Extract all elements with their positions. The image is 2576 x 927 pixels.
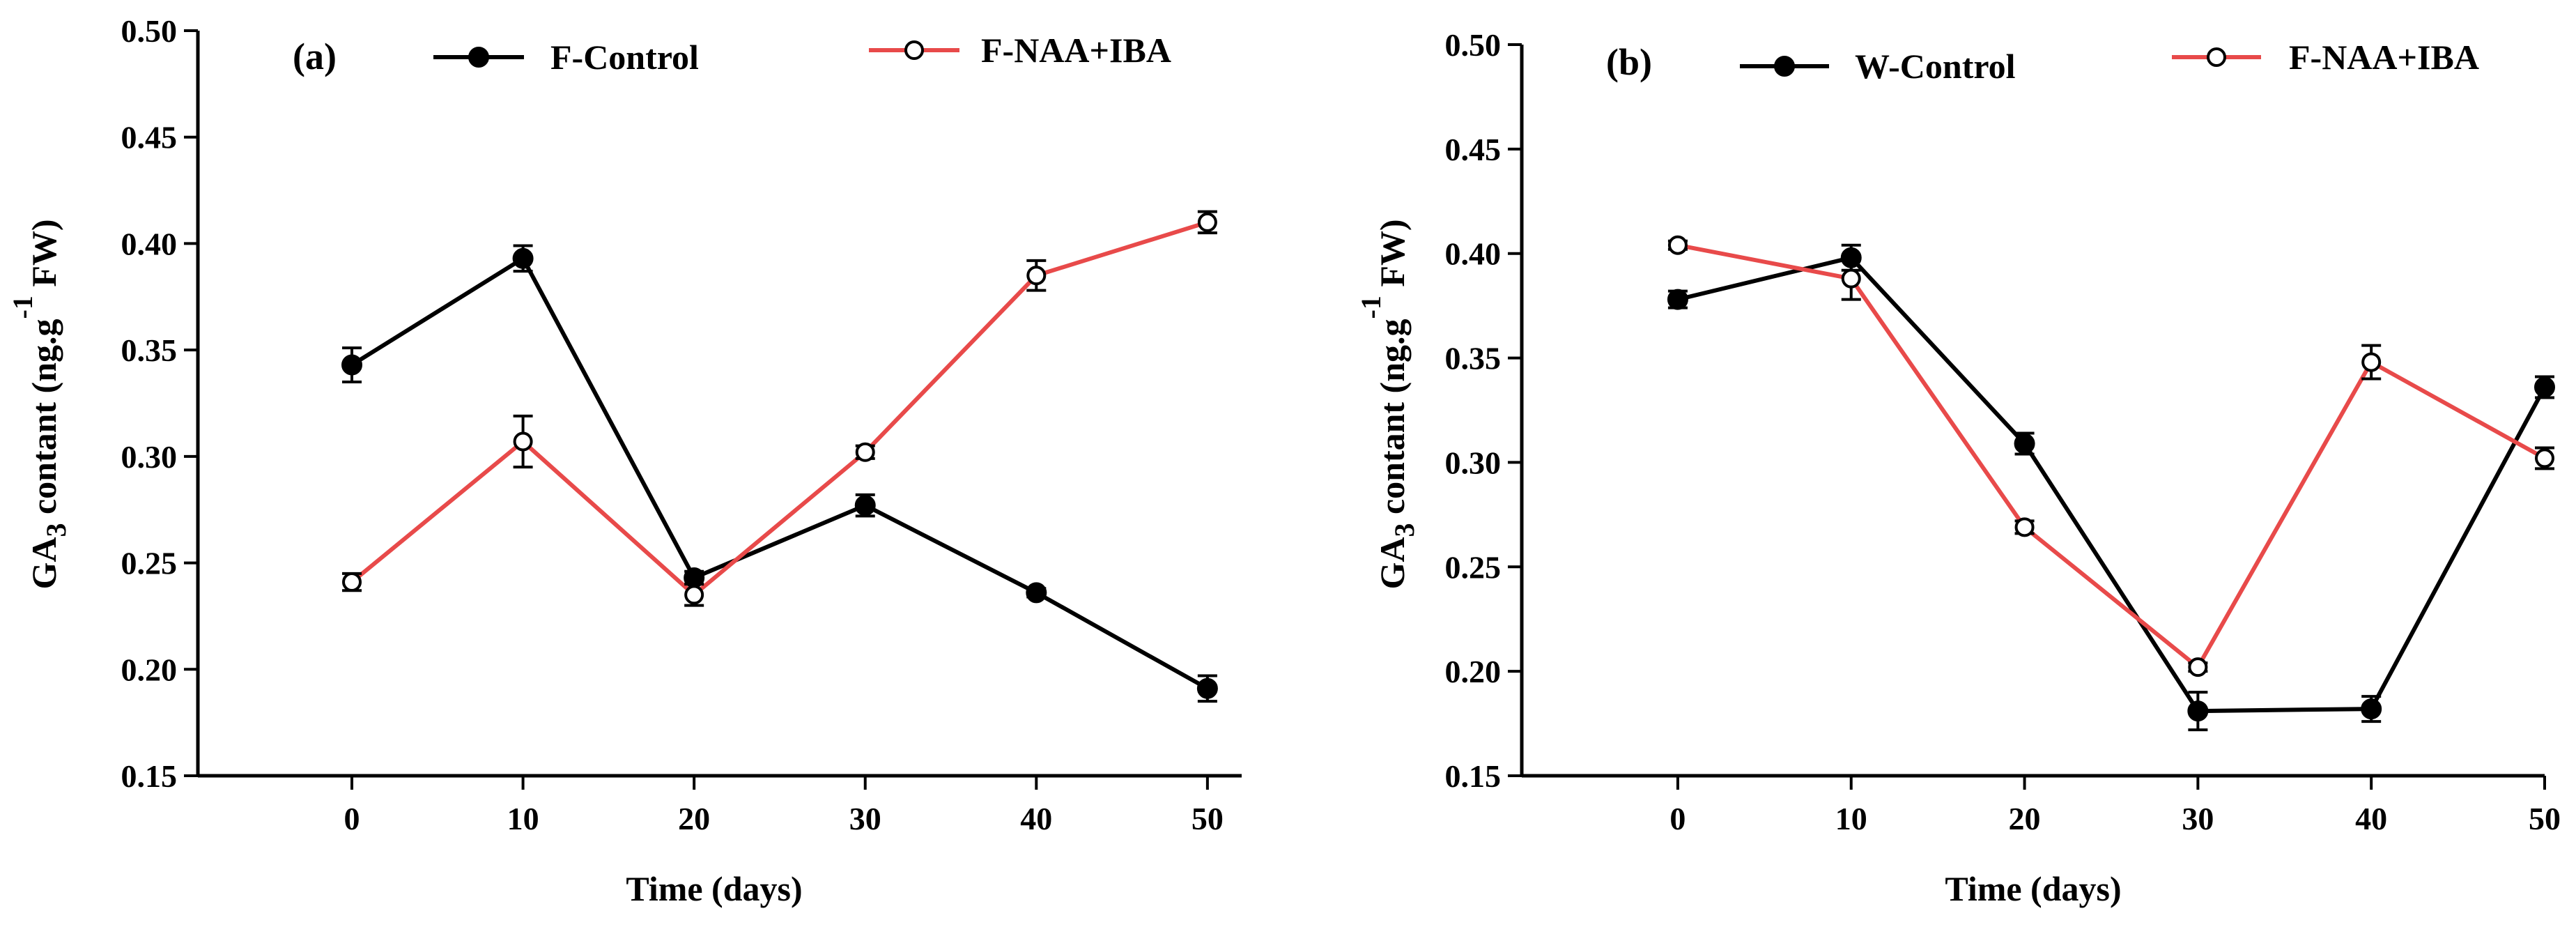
legend-label: W-Control xyxy=(1855,47,2016,86)
data-point xyxy=(342,572,362,592)
x-tick-label: 30 xyxy=(849,801,881,836)
data-point xyxy=(2014,517,2035,537)
legend-entry: W-Control xyxy=(1740,47,2016,86)
x-axis-title: Time (days) xyxy=(626,869,802,908)
series-line xyxy=(350,256,1209,691)
legend-label: F-NAA+IBA xyxy=(981,31,1171,70)
x-tick-label: 40 xyxy=(2355,801,2387,836)
data-point xyxy=(341,354,363,376)
data-point xyxy=(1667,289,1688,310)
panel-b: 0.15 0.20 0.25 0.30 0.35 0.40 0.45 0.50 0 10 20 30 4… xyxy=(1355,27,2561,908)
y-axis-title-sub: 3 xyxy=(40,523,72,537)
data-point xyxy=(2361,698,2382,720)
y-axis-title-prefix: GA xyxy=(24,537,63,590)
data-point xyxy=(1026,582,1047,604)
y-tick-label: 0.15 xyxy=(121,758,178,794)
x-tick-label: 40 xyxy=(1020,801,1052,836)
y-axis-title-sup: -1 xyxy=(1355,296,1387,319)
panel-a: 0.15 0.20 0.25 0.30 0.35 0.40 0.45 0.50 0 10 20 30 4… xyxy=(7,13,1242,908)
legend-marker xyxy=(2207,47,2226,67)
data-point xyxy=(512,247,534,269)
data-point xyxy=(1841,268,1861,289)
y-axis-title-suffix: FW) xyxy=(1373,219,1412,296)
data-point xyxy=(2188,657,2208,677)
y-tick-label: 0.25 xyxy=(1445,549,1502,585)
x-axis-title: Time (days) xyxy=(1945,869,2121,908)
data-point xyxy=(513,431,533,452)
legend-marker xyxy=(468,47,489,68)
x-tick-label: 10 xyxy=(507,801,539,836)
legend-marker xyxy=(904,40,924,60)
y-tick-label: 0.15 xyxy=(1445,758,1502,794)
series-f-naa-iba xyxy=(1667,235,2554,677)
data-point xyxy=(2187,700,2209,722)
legend-marker xyxy=(1774,56,1795,77)
legend-label: F-NAA+IBA xyxy=(2289,38,2479,77)
series-line xyxy=(350,220,1208,597)
y-tick-label: 0.35 xyxy=(121,332,178,368)
data-point xyxy=(855,442,875,462)
data-point xyxy=(684,585,704,605)
data-point xyxy=(1196,677,1218,699)
x-tick-label: 10 xyxy=(1835,801,1867,836)
series-line xyxy=(1677,255,2547,714)
y-tick-label: 0.40 xyxy=(1445,236,1502,272)
data-point xyxy=(2014,433,2035,454)
y-tick-label: 0.45 xyxy=(121,120,178,155)
y-tick-label: 0.20 xyxy=(121,652,178,687)
data-point xyxy=(1667,235,1688,255)
x-tick-label: 30 xyxy=(2182,801,2214,836)
y-axis-title-mid: contant (ng.g xyxy=(24,319,63,523)
legend-entry: F-NAA+IBA xyxy=(2172,38,2479,77)
legend-entry: F-NAA+IBA xyxy=(869,31,1171,70)
y-tick-label: 0.35 xyxy=(1445,341,1502,376)
y-tick-label: 0.45 xyxy=(1445,132,1502,167)
panel-label: (b) xyxy=(1606,41,1652,83)
x-tick-label: 50 xyxy=(2529,801,2561,836)
y-axis-title: GA3 contant (ng.g-1 FW) xyxy=(7,219,72,589)
data-point xyxy=(2534,376,2555,398)
y-tick-label: 0.25 xyxy=(121,546,178,581)
y-axis-title-sup: -1 xyxy=(7,296,38,319)
data-point xyxy=(1026,266,1047,286)
x-tick-label: 20 xyxy=(2009,801,2041,836)
y-axis-title-mid: contant (ng.g xyxy=(1373,319,1412,523)
y-tick-label: 0.30 xyxy=(1445,445,1502,480)
series-w-control xyxy=(1667,243,2555,732)
y-axis-title-prefix: GA xyxy=(1373,537,1412,590)
series-f-control xyxy=(341,244,1218,703)
data-point xyxy=(854,495,876,516)
series-f-naa-iba xyxy=(342,210,1217,607)
x-tick-label: 0 xyxy=(1669,801,1686,836)
series-line xyxy=(1677,243,2546,670)
y-axis-title-suffix: FW) xyxy=(24,219,63,296)
y-tick-label: 0.40 xyxy=(121,226,178,261)
y-axis-title: GA3 contant (ng.g-1 FW) xyxy=(1355,219,1420,589)
data-point xyxy=(2535,448,2554,468)
x-tick-label: 0 xyxy=(344,801,360,836)
data-point xyxy=(1197,212,1217,232)
data-point xyxy=(2361,352,2382,372)
x-tick-label: 20 xyxy=(678,801,710,836)
y-tick-label: 0.30 xyxy=(121,439,178,475)
legend-entry: F-Control xyxy=(433,38,699,77)
y-axis-title-sub: 3 xyxy=(1389,523,1420,537)
y-tick-label: 0.20 xyxy=(1445,654,1502,689)
legend-label: F-Control xyxy=(550,38,699,77)
x-tick-label: 50 xyxy=(1191,801,1224,836)
y-tick-label: 0.50 xyxy=(1445,27,1502,63)
y-tick-label: 0.50 xyxy=(121,13,178,49)
panel-label: (a) xyxy=(293,36,337,77)
